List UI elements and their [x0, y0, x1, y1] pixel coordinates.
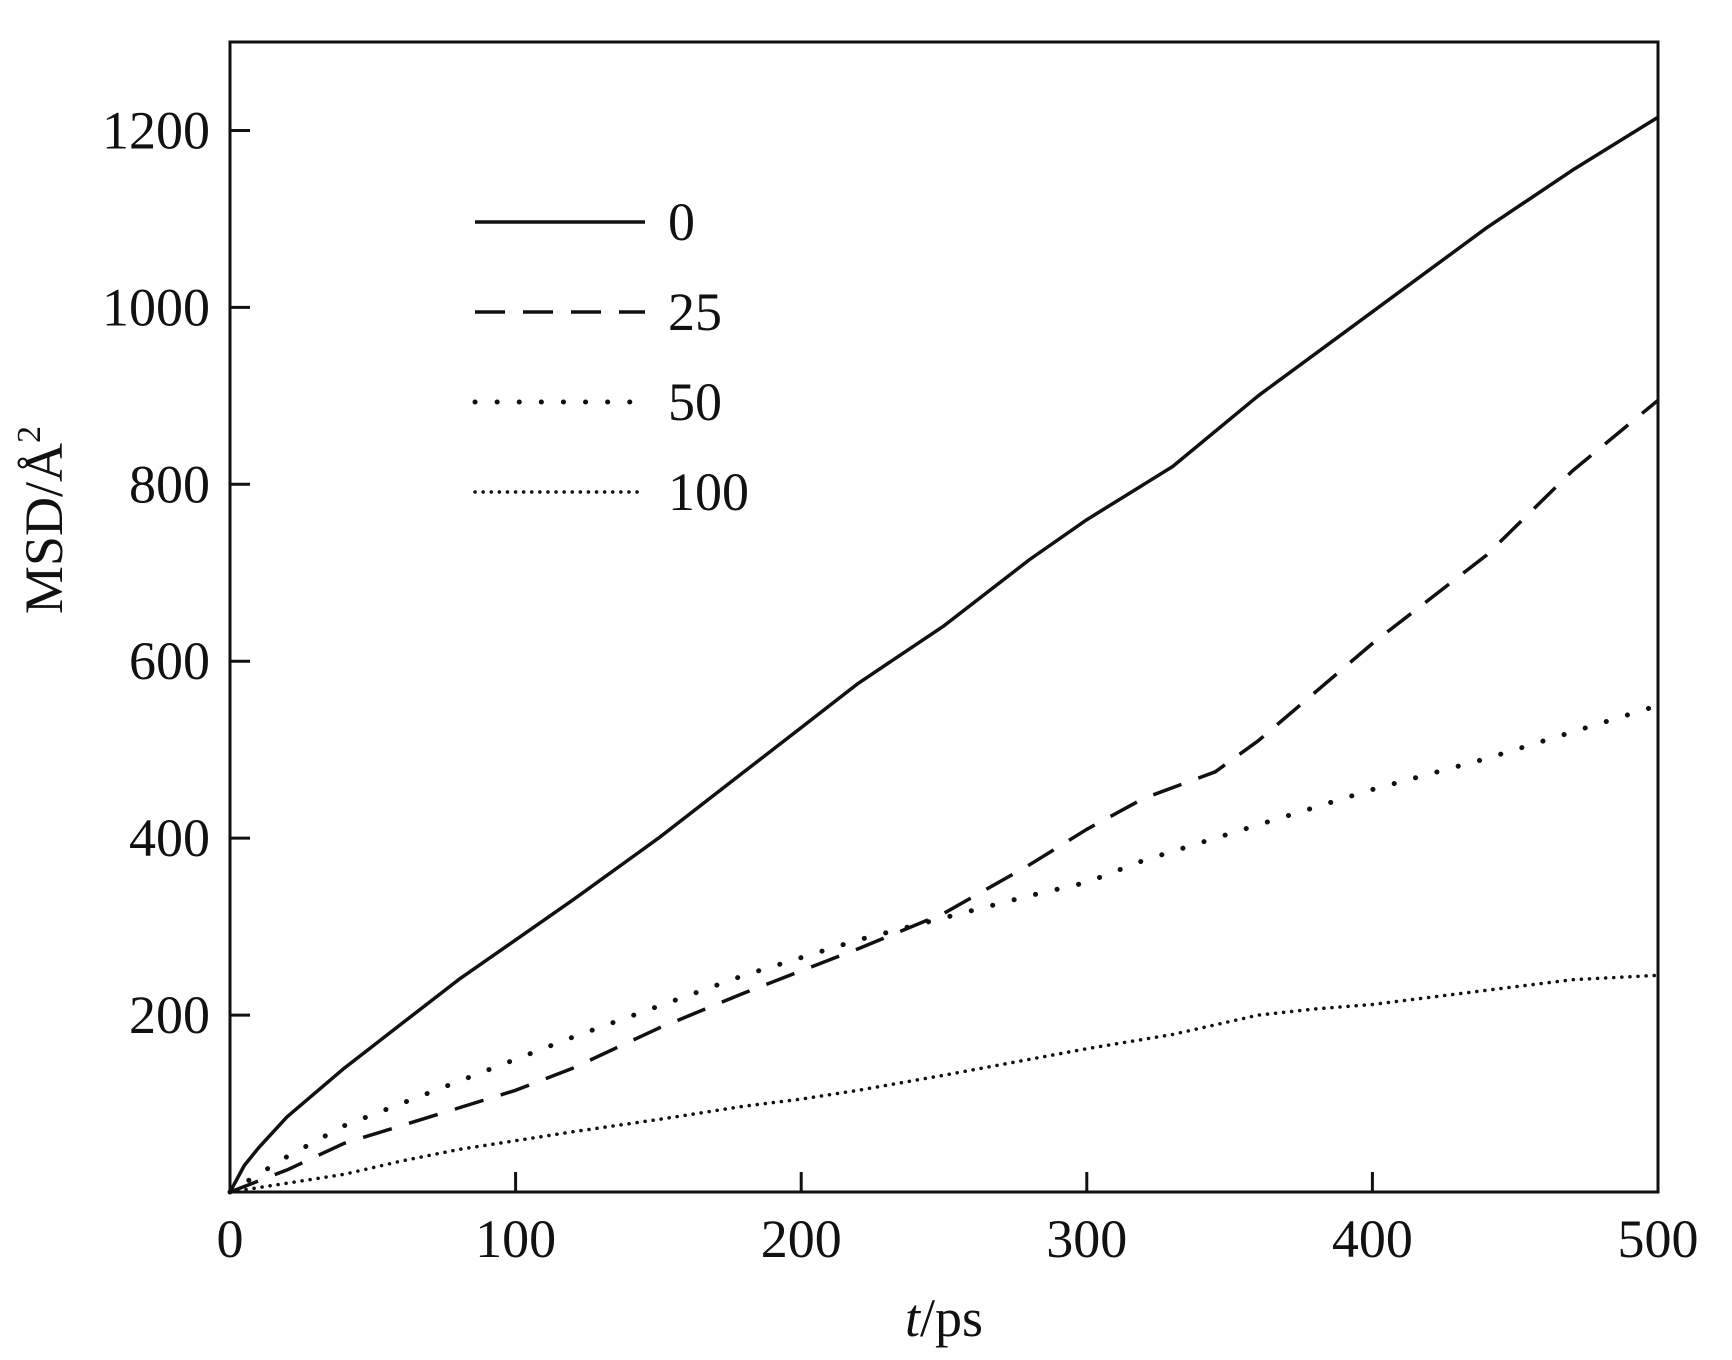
x-tick-label: 200	[761, 1209, 842, 1269]
plot-area	[228, 40, 1660, 1194]
series-layer	[227, 115, 1661, 1195]
x-tick-label: 0	[217, 1209, 244, 1269]
x-tick-label: 400	[1332, 1209, 1413, 1269]
y-axis-label-text: MSD/Å	[14, 443, 74, 614]
y-tick-label: 800	[129, 454, 210, 514]
legend-label-50: 50	[668, 372, 722, 432]
y-axis-ticks: 200 400 600 800 1000 1200	[102, 100, 250, 1045]
y-tick-label: 1000	[102, 277, 210, 337]
x-tick-label: 300	[1046, 1209, 1127, 1269]
legend-label-100: 100	[668, 462, 749, 522]
y-tick-label: 200	[129, 985, 210, 1045]
y-tick-label: 1200	[102, 100, 210, 160]
series-line-50	[227, 703, 1661, 1195]
x-axis-ticks: 0 100 200 300 400 500	[217, 1172, 1699, 1269]
legend-label-0: 0	[668, 192, 695, 252]
plot-frame	[228, 40, 1660, 1194]
series-line-0	[228, 115, 1659, 1193]
series-line-100	[228, 973, 1660, 1194]
y-axis-label-superscript: 2	[11, 426, 48, 443]
legend-label-25: 25	[668, 282, 722, 342]
x-axis-label: t/ps	[905, 1288, 983, 1348]
x-axis-label-unit: /ps	[920, 1288, 983, 1348]
x-tick-label: 500	[1618, 1209, 1699, 1269]
y-axis-label: MSD/Å2	[11, 426, 74, 614]
x-axis-label-variable: t	[905, 1288, 922, 1348]
y-tick-label: 600	[129, 631, 210, 691]
series-line-25	[229, 398, 1660, 1194]
x-tick-label: 100	[475, 1209, 556, 1269]
y-tick-label: 400	[129, 808, 210, 868]
legend: 0 25 50 100	[472, 192, 749, 522]
